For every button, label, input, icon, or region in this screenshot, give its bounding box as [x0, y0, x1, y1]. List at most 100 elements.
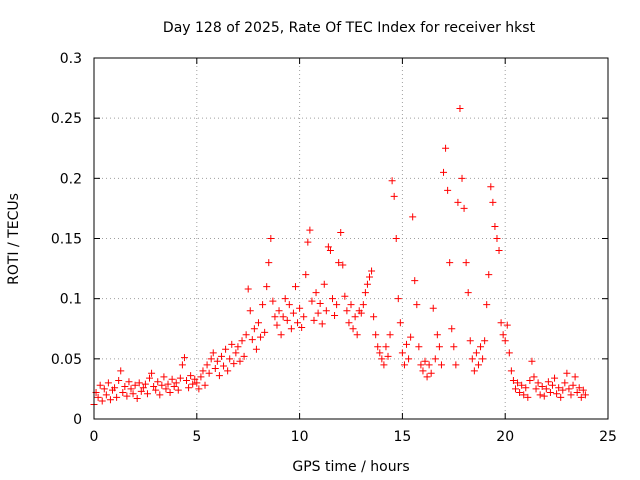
data-point: [384, 352, 392, 360]
data-point: [460, 204, 468, 212]
data-point: [403, 340, 411, 348]
data-point: [102, 391, 110, 399]
data-point: [538, 383, 546, 391]
x-tick-label: 5: [192, 429, 201, 445]
data-point: [139, 384, 147, 392]
data-point: [183, 376, 191, 384]
data-point: [207, 355, 215, 363]
data-point: [209, 349, 217, 357]
data-point: [119, 389, 127, 397]
data-point: [540, 392, 548, 400]
data-point: [532, 385, 540, 393]
data-point: [203, 361, 211, 369]
y-axis-label: ROTI / TECUs: [6, 193, 22, 285]
data-point: [117, 367, 125, 375]
data-point: [267, 235, 275, 242]
data-point: [166, 389, 174, 397]
data-point: [230, 360, 238, 368]
data-point: [415, 343, 423, 351]
data-point: [300, 313, 308, 321]
data-point: [429, 304, 437, 312]
data-point: [446, 259, 454, 267]
data-point: [269, 297, 277, 305]
data-point: [125, 378, 133, 386]
data-point: [372, 331, 380, 339]
data-point: [374, 343, 382, 351]
data-point: [353, 331, 361, 339]
data-point: [341, 292, 349, 300]
data-point: [481, 337, 489, 345]
data-point: [322, 307, 330, 315]
data-point: [252, 345, 260, 353]
data-point: [468, 355, 476, 363]
data-point: [174, 386, 182, 394]
data-point: [489, 198, 497, 206]
data-point: [172, 379, 180, 387]
y-tick-label: 0.2: [60, 171, 82, 187]
data-point: [472, 349, 480, 357]
data-point: [277, 331, 285, 339]
y-tick-label: 0.15: [51, 232, 82, 248]
data-point: [390, 192, 398, 200]
data-point: [376, 349, 384, 357]
x-tick-label: 20: [496, 429, 514, 445]
grid-lines: [94, 58, 608, 419]
data-point: [339, 261, 347, 269]
data-point: [240, 352, 248, 360]
data-point: [176, 374, 184, 382]
data-point: [248, 336, 256, 344]
data-point: [407, 333, 415, 341]
data-point: [396, 319, 404, 327]
data-point: [345, 319, 353, 327]
data-point: [444, 186, 452, 194]
data-point: [470, 367, 478, 375]
data-point: [546, 389, 554, 397]
data-point: [392, 235, 400, 242]
data-point: [333, 301, 341, 309]
data-point: [567, 391, 575, 399]
axis-ticks: 0 5 10 15 20 25 0 0.05 0.1 0.15 0.2 0.25 0.3: [51, 51, 617, 445]
data-point: [363, 280, 371, 288]
x-tick-label: 25: [599, 429, 617, 445]
data-point: [507, 367, 515, 375]
data-point: [581, 391, 589, 399]
data-point: [232, 349, 240, 357]
data-point: [127, 385, 135, 393]
data-point: [351, 313, 359, 321]
data-point: [306, 226, 314, 234]
data-point: [405, 355, 413, 363]
data-point: [516, 389, 524, 397]
data-point: [409, 213, 417, 221]
data-point: [162, 385, 170, 393]
data-point: [575, 384, 583, 392]
data-point: [164, 380, 172, 388]
data-point: [261, 328, 269, 336]
data-point: [398, 349, 406, 357]
data-point: [493, 235, 501, 242]
x-tick-label: 15: [393, 429, 411, 445]
data-point: [477, 343, 485, 351]
data-point: [121, 383, 129, 391]
data-point: [312, 289, 320, 297]
data-point: [499, 331, 507, 339]
data-point: [440, 168, 448, 176]
data-point: [150, 383, 158, 391]
data-point: [106, 396, 114, 404]
data-point: [335, 259, 343, 267]
y-tick-label: 0.25: [51, 111, 82, 127]
data-point: [131, 381, 139, 389]
data-point: [287, 325, 295, 333]
data-point: [366, 273, 374, 281]
data-point: [271, 313, 279, 321]
data-point: [283, 316, 291, 324]
data-point: [222, 345, 230, 353]
data-point: [456, 105, 464, 113]
data-point: [452, 361, 460, 369]
data-point: [320, 280, 328, 288]
data-point: [296, 304, 304, 312]
data-point: [551, 374, 559, 382]
data-point: [466, 337, 474, 345]
data-point: [368, 267, 376, 275]
